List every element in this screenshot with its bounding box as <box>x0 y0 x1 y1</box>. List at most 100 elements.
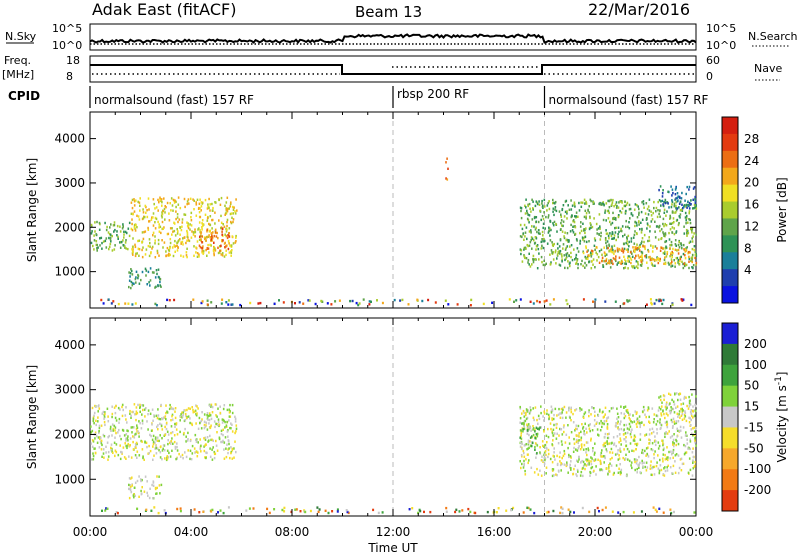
nave-tick-bottom: 0 <box>706 70 713 83</box>
colorbar-swatch <box>722 385 738 408</box>
colorbar-swatch <box>722 184 738 203</box>
freq-trace <box>90 64 696 75</box>
nsearch-tick-top: 10^5 <box>706 22 736 35</box>
colorbar-swatch <box>722 469 738 491</box>
x-tick-label: 08:00 <box>275 525 310 539</box>
time-axis: 00:00 04:00 08:00 12:00 16:00 20:00 00:00 <box>73 525 714 539</box>
x-tick-label: 00:00 <box>679 525 714 539</box>
colorbar-tick-label: 16 <box>744 198 759 212</box>
colorbar-swatch <box>722 218 738 236</box>
colorbar-swatch <box>722 448 738 470</box>
colorbar-swatch <box>722 343 738 366</box>
scatter-region <box>519 422 541 455</box>
y-tick-label: 2000 <box>54 427 85 441</box>
nave-label: Nave <box>754 62 782 75</box>
scatter-region <box>519 405 697 478</box>
freq-tick-top: 18 <box>66 54 80 67</box>
nsky-tick-bottom: 10^0 <box>52 39 82 52</box>
colorbar-tick-label: 200 <box>744 337 767 351</box>
y-tick-label: 2000 <box>54 220 85 234</box>
scatter-region <box>582 245 698 266</box>
nsky-trace <box>89 33 697 45</box>
colorbar-swatch <box>722 490 738 512</box>
nsky-line <box>89 33 697 44</box>
x-tick-label: 00:00 <box>73 525 108 539</box>
colorbar-swatch <box>722 117 738 135</box>
cpid-row: normalsound (fast) 157 RF rbsp 200 RF norm… <box>89 86 709 108</box>
colorbar-label: Power [dB] <box>775 177 789 242</box>
station-title: Adak East (fitACF) <box>92 0 236 19</box>
ground-scatter <box>101 506 696 515</box>
colorbar-tick-label: -15 <box>744 420 764 434</box>
cpid-segment-label: normalsound (fast) 157 RF <box>94 93 254 107</box>
power-panel: 1000 2000 3000 4000 Slant Range [km] 4 8 12 16 20… <box>25 111 789 309</box>
colorbar-tick-label: -50 <box>744 441 764 455</box>
colorbar-tick-label: 15 <box>744 400 759 414</box>
colorbar-label: Velocity [m s-1] <box>774 372 789 463</box>
y-tick-label: 1000 <box>54 265 85 279</box>
colorbar-tick-label: 20 <box>744 176 759 190</box>
colorbar-swatch <box>722 323 738 345</box>
colorbar-tick-label: 8 <box>744 241 752 255</box>
y-tick-label: 4000 <box>54 132 85 146</box>
scatter-region <box>128 267 162 290</box>
colorbar-tick-label: 12 <box>744 219 759 233</box>
scatter-region <box>658 392 697 417</box>
nsearch-label: N.Search <box>748 30 798 43</box>
colorbar-frame <box>721 116 739 304</box>
nsky-panel <box>89 23 697 51</box>
nave-tick-top: 60 <box>706 54 720 67</box>
y-axis-label: Slant Range [km] <box>25 158 39 262</box>
y-tick-label: 4000 <box>54 338 85 352</box>
colorbar-swatch <box>722 235 738 253</box>
cpid-label: CPID <box>8 89 40 103</box>
colorbar-swatch <box>722 150 738 169</box>
y-tick-label: 1000 <box>54 472 85 486</box>
colorbar-swatch <box>722 406 738 428</box>
y-axis-label: Slant Range [km] <box>25 365 39 469</box>
colorbar-tick-label: 100 <box>744 358 767 372</box>
scatter-region <box>198 227 231 252</box>
cpid-segment-label: normalsound (fast) 157 RF <box>549 93 709 107</box>
x-tick-label: 16:00 <box>477 525 512 539</box>
beam-title: Beam 13 <box>355 3 422 21</box>
colorbar-swatch <box>722 201 738 219</box>
x-tick-label: 04:00 <box>174 525 209 539</box>
colorbar-tick-label: -100 <box>744 462 771 476</box>
freq-label: Freq. <box>4 54 31 67</box>
colorbar-swatch <box>722 427 738 449</box>
colorbar-tick-label: 28 <box>744 132 759 146</box>
cpid-segment-label: rbsp 200 RF <box>397 87 469 101</box>
nsky-tick-top: 10^5 <box>52 22 82 35</box>
x-axis-label: Time UT <box>367 541 418 554</box>
colorbar-tick-label: 50 <box>744 379 759 393</box>
velocity-panel: 1000 2000 3000 4000 Slant Range [km] 200 100 50… <box>25 317 789 517</box>
colorbar: 4 8 12 16 20 24 28 Power [dB] <box>721 116 789 304</box>
x-tick-label: 20:00 <box>578 525 613 539</box>
scatter-region <box>90 220 131 252</box>
scatter-region <box>658 185 697 210</box>
colorbar-swatch <box>722 252 738 270</box>
nsky-label: N.Sky <box>5 30 37 43</box>
colorbar-swatch <box>722 167 738 186</box>
date-title: 22/Mar/2016 <box>588 0 690 19</box>
freq-panel <box>89 55 697 83</box>
colorbar-swatch <box>722 269 738 287</box>
nsearch-tick-bottom: 10^0 <box>706 39 736 52</box>
colorbar-tick-label: -200 <box>744 483 771 497</box>
scatter-region <box>130 196 238 259</box>
scatter-region <box>90 403 238 462</box>
y-tick-label: 3000 <box>54 176 85 190</box>
colorbar: 200 100 50 15 -15 -50 -100 -200 Velocity [m s-1] <box>721 322 789 512</box>
colorbar-tick-label: 24 <box>744 154 759 168</box>
y-tick-label: 3000 <box>54 383 85 397</box>
scatter-region <box>445 157 449 181</box>
x-tick-label: 12:00 <box>376 525 411 539</box>
scatter-region <box>128 475 163 500</box>
ground-scatter <box>100 298 693 307</box>
colorbar-frame <box>721 322 739 512</box>
freq-tick-bottom: 8 <box>66 70 73 83</box>
colorbar-swatch <box>722 364 738 387</box>
colorbar-swatch <box>722 286 738 304</box>
